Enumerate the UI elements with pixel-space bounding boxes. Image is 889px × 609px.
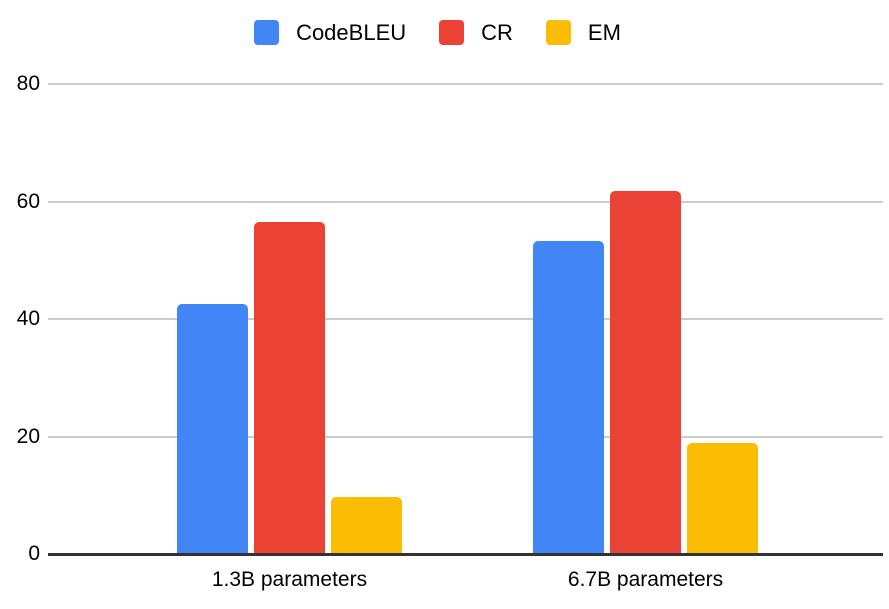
x-label-1-3b-parameters: 1.3B parameters	[211, 568, 368, 591]
legend-swatch-em	[545, 19, 571, 45]
bar-codebleu-1-3b-parameters	[176, 303, 248, 554]
legend-item-cr: CR	[439, 19, 513, 45]
bar-em-6-7b-parameters	[687, 442, 759, 554]
legend-label: CodeBLEU	[296, 19, 407, 45]
y-tick-label-40: 40	[16, 307, 40, 330]
y-tick-label-20: 20	[16, 424, 40, 448]
legend-label: CR	[481, 19, 513, 45]
gridline-20	[48, 435, 883, 438]
y-tick-label-60: 60	[16, 189, 40, 213]
legend-item-em: EM	[545, 19, 621, 45]
gridline-40	[48, 318, 883, 320]
bar-cr-6-7b-parameters	[610, 190, 682, 554]
legend-swatch-codebleu	[254, 19, 280, 45]
chart-legend: CodeBLEU CR EM	[0, 17, 875, 47]
y-tick-label-80: 80	[16, 72, 40, 95]
gridline-60	[48, 200, 883, 203]
y-tick-label-0: 0	[28, 542, 40, 565]
legend-swatch-cr	[439, 19, 465, 45]
x-axis-line	[48, 553, 883, 556]
x-label-6-7b-parameters: 6.7B parameters	[567, 568, 724, 591]
bar-cr-1-3b-parameters	[253, 222, 325, 554]
gridline-80	[48, 83, 883, 85]
plot-area	[48, 83, 883, 556]
legend-item-codebleu: CodeBLEU	[254, 19, 407, 45]
bar-codebleu-6-7b-parameters	[533, 241, 605, 554]
legend-label: EM	[587, 19, 621, 45]
bar-em-1-3b-parameters	[330, 497, 402, 554]
